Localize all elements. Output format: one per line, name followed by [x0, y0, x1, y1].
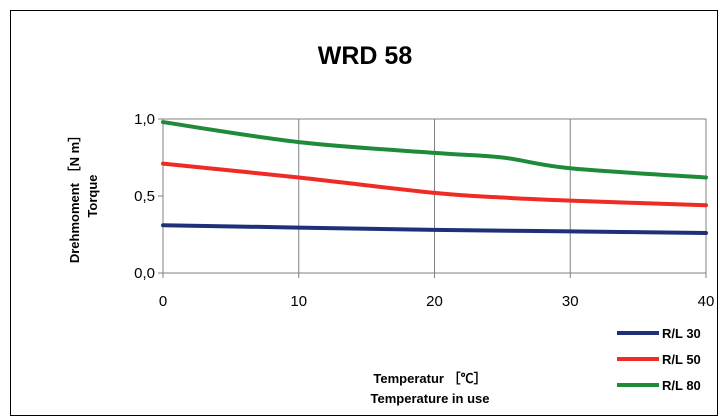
grid [298, 119, 571, 273]
series-lines [161, 120, 708, 235]
x-tick-label: 10 [290, 293, 307, 310]
x-axis-label: Temperatur ［℃］ [373, 371, 486, 386]
legend-label: R/L 50 [662, 352, 701, 367]
x-axis-sublabel: Temperature in use [371, 391, 490, 406]
series-line-r-l-50 [161, 161, 708, 208]
chart-frame [10, 10, 718, 416]
y-ticks: 0,0 0,5 1,0 [134, 111, 163, 282]
x-tick-label: 40 [698, 293, 715, 310]
y-axis-sublabel: Torque [85, 174, 100, 217]
series-line-r-l-30 [161, 223, 708, 235]
chart-title: WRD 58 [318, 42, 413, 70]
legend-label: R/L 80 [662, 378, 701, 393]
x-tick-label: 20 [426, 293, 443, 310]
y-tick-label: 1,0 [134, 111, 155, 128]
legend-label: R/L 30 [662, 326, 701, 341]
series-line-r-l-80 [161, 120, 708, 180]
x-tick-label: 30 [562, 293, 579, 310]
y-axis-label: Drehmoment ［N m］ [67, 129, 82, 263]
y-tick-label: 0,5 [134, 188, 155, 205]
x-tick-label: 0 [159, 293, 167, 310]
y-tick-label: 0,0 [134, 265, 155, 282]
x-ticks: 0 10 20 30 40 [159, 273, 715, 310]
legend: R/L 30 R/L 50 R/L 80 [617, 326, 701, 393]
